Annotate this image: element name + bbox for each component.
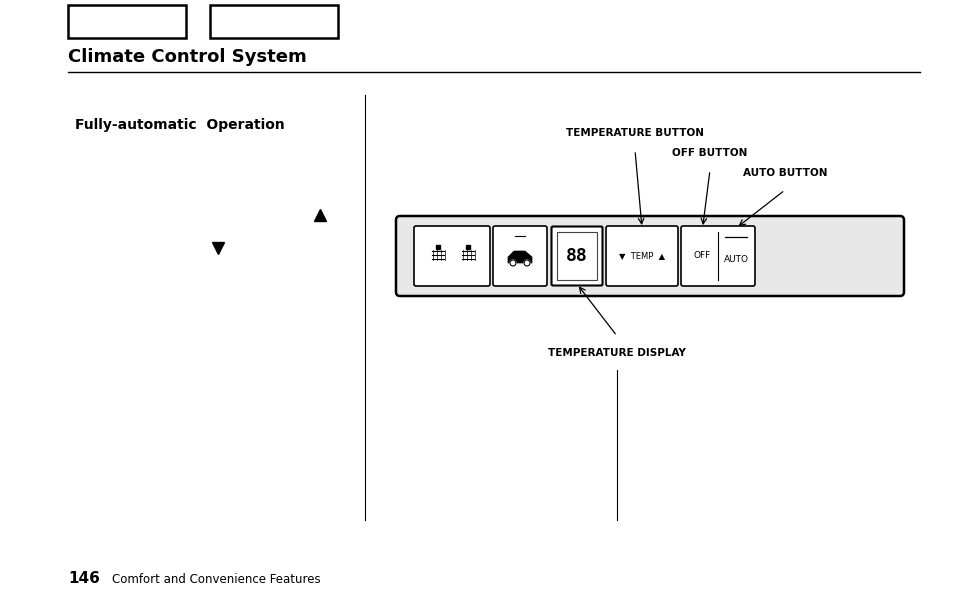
Bar: [557, 232, 597, 280]
FancyBboxPatch shape: [605, 226, 678, 286]
Text: Climate Control System: Climate Control System: [68, 48, 307, 66]
Text: AUTO: AUTO: [723, 254, 748, 263]
Text: TEMPERATURE DISPLAY: TEMPERATURE DISPLAY: [547, 348, 685, 358]
Polygon shape: [507, 251, 532, 263]
Circle shape: [523, 260, 530, 266]
Circle shape: [510, 260, 516, 266]
Text: OFF BUTTON: OFF BUTTON: [672, 148, 747, 158]
Text: Fully-automatic  Operation: Fully-automatic Operation: [75, 118, 284, 132]
Bar: [68, 5, 186, 38]
Text: 88: 88: [565, 247, 587, 265]
Text: ▼  TEMP  ▲: ▼ TEMP ▲: [618, 252, 664, 260]
Text: Comfort and Convenience Features: Comfort and Convenience Features: [112, 573, 320, 586]
FancyBboxPatch shape: [395, 216, 903, 296]
Text: AUTO BUTTON: AUTO BUTTON: [742, 168, 826, 178]
FancyBboxPatch shape: [493, 226, 546, 286]
Text: OFF: OFF: [693, 252, 711, 260]
Text: 146: 146: [68, 571, 100, 586]
Bar: [210, 5, 337, 38]
FancyBboxPatch shape: [551, 227, 602, 286]
FancyBboxPatch shape: [680, 226, 754, 286]
Text: TEMPERATURE BUTTON: TEMPERATURE BUTTON: [565, 128, 703, 138]
FancyBboxPatch shape: [414, 226, 490, 286]
